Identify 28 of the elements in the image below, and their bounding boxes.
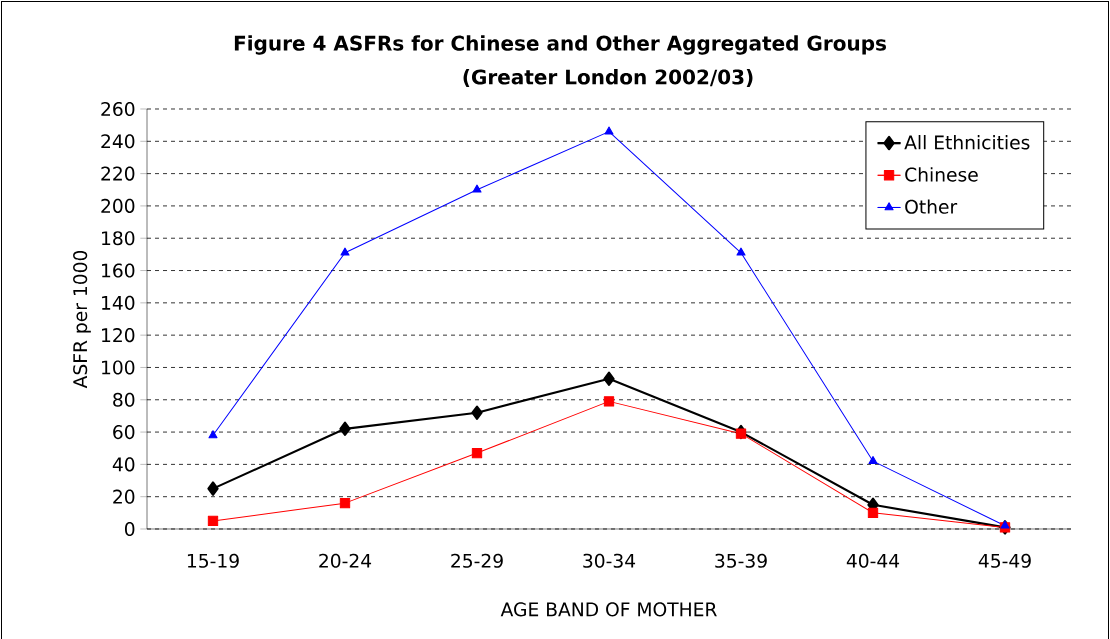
y-tick-label: 200 xyxy=(101,198,135,213)
y-tick-label: 140 xyxy=(102,295,135,310)
y-tick-label: 240 xyxy=(101,134,135,149)
chart-title: Figure 4 ASFRs for Chinese and Other Aggregated Groups xyxy=(234,35,886,55)
x-axis-title: AGE BAND OF MOTHER xyxy=(500,602,717,617)
x-tick-label: 25-29 xyxy=(451,553,503,568)
y-tick-label: 60 xyxy=(113,425,135,440)
x-tick-label: 40-44 xyxy=(846,553,900,568)
x-tick-label: 15-19 xyxy=(187,553,239,568)
y-tick-label: 220 xyxy=(101,166,135,181)
y-tick-label: 80 xyxy=(113,392,135,407)
x-tick-label: 20-24 xyxy=(319,553,372,568)
legend-label: Other xyxy=(905,199,958,214)
x-tick-label: 35-39 xyxy=(715,553,767,568)
y-tick-label: 40 xyxy=(112,457,135,472)
y-tick-label: 120 xyxy=(102,328,135,343)
x-tick-label: 30-34 xyxy=(583,553,636,568)
x-tick-label: 45-49 xyxy=(978,553,1031,568)
y-tick-label: 0 xyxy=(124,521,135,537)
y-tick-label: 100 xyxy=(102,360,135,375)
y-tick-label: 180 xyxy=(102,231,135,246)
y-tick-label: 160 xyxy=(102,263,135,278)
legend-label: All Ethnicities xyxy=(904,135,1030,150)
y-tick-label: 260 xyxy=(101,101,135,117)
chart-subtitle: (Greater London 2002/03) xyxy=(463,69,753,87)
legend-label: Chinese xyxy=(905,167,978,182)
y-axis-title: ASFR per 1000 xyxy=(73,250,91,389)
y-tick-label: 20 xyxy=(113,489,135,504)
